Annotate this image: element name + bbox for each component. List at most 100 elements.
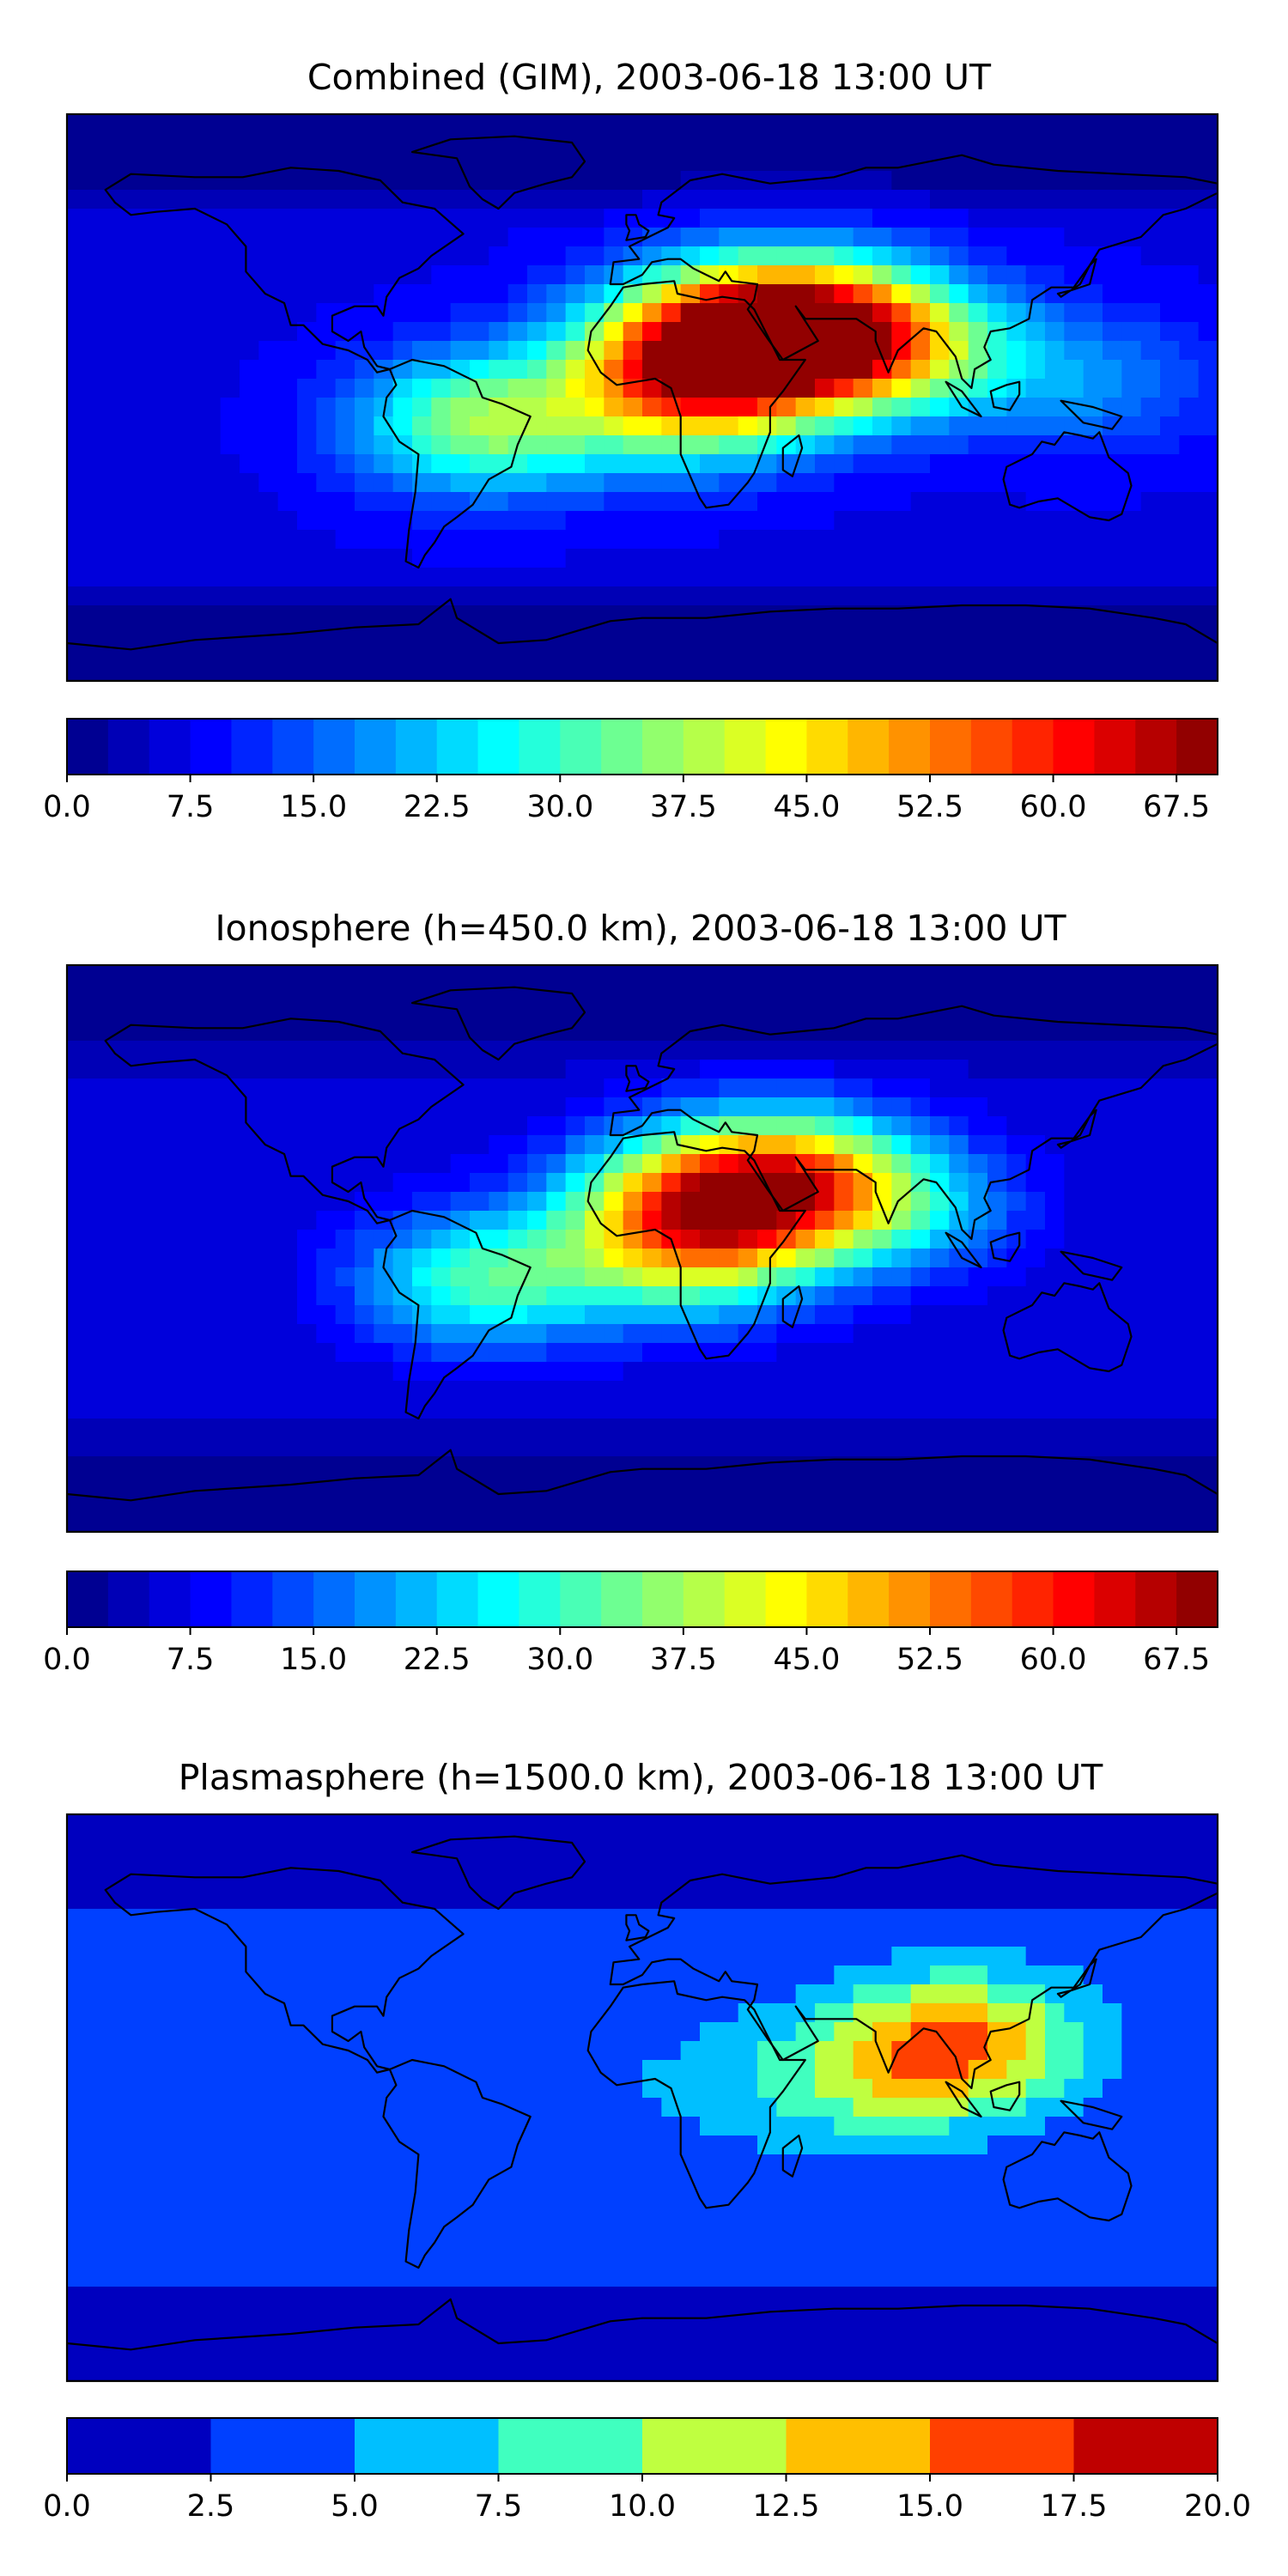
field-cell xyxy=(1160,322,1180,342)
field-cell xyxy=(162,1513,183,1532)
field-cell xyxy=(1160,1947,1180,1966)
field-cell xyxy=(335,2098,355,2117)
field-cell xyxy=(565,114,586,134)
field-cell xyxy=(661,1022,682,1042)
field-cell xyxy=(872,568,892,587)
field-cell xyxy=(507,492,528,512)
field-cell xyxy=(834,1173,854,1193)
field-cell xyxy=(661,1324,682,1344)
field-cell xyxy=(67,492,87,512)
colorbar-swatch xyxy=(724,719,767,775)
field-cell xyxy=(316,1154,337,1174)
field-cell xyxy=(1198,1305,1218,1325)
field-cell xyxy=(507,322,528,342)
field-cell xyxy=(392,492,413,512)
field-cell xyxy=(489,435,509,455)
field-cell xyxy=(182,1928,202,1947)
field-cell xyxy=(604,2060,624,2080)
field-cell xyxy=(1025,152,1046,172)
field-cell xyxy=(374,114,394,134)
field-cell xyxy=(987,1078,1007,1098)
field-cell xyxy=(220,190,240,210)
field-cell xyxy=(815,1928,835,1947)
field-cell xyxy=(834,303,854,323)
field-cell xyxy=(700,1909,720,1929)
field-cell xyxy=(297,1890,317,1910)
field-cell xyxy=(316,1833,337,1853)
field-cell xyxy=(795,2136,816,2155)
field-cell xyxy=(891,1419,912,1438)
field-cell xyxy=(1179,265,1200,285)
field-cell xyxy=(1083,1230,1103,1249)
field-cell xyxy=(1198,1249,1218,1268)
field-cell xyxy=(1006,643,1027,663)
field-cell xyxy=(930,1871,950,1891)
field-cell xyxy=(968,1833,988,1853)
field-cell xyxy=(125,1041,144,1060)
field-cell xyxy=(987,1022,1007,1042)
field-cell xyxy=(258,209,279,228)
field-cell xyxy=(776,2192,797,2212)
field-cell xyxy=(1179,1230,1200,1249)
field-cell xyxy=(757,586,777,606)
field-cell xyxy=(1198,1230,1218,1249)
field-cell xyxy=(143,662,164,681)
field-cell xyxy=(1045,1890,1065,1910)
field-cell xyxy=(623,2192,643,2212)
field-cell xyxy=(240,473,259,493)
field-cell xyxy=(1064,416,1084,436)
field-cell xyxy=(316,1965,337,1985)
field-cell xyxy=(67,2192,87,2212)
field-cell xyxy=(316,2098,337,2117)
field-cell xyxy=(201,1211,222,1230)
field-cell xyxy=(1160,2098,1180,2117)
field-cell xyxy=(642,2192,662,2212)
field-cell xyxy=(86,1362,106,1382)
field-cell xyxy=(1121,2022,1142,2042)
field-cell xyxy=(335,1230,355,1249)
field-cell xyxy=(1064,1947,1084,1966)
field-cell xyxy=(661,586,682,606)
field-cell xyxy=(374,1419,394,1438)
field-cell xyxy=(527,1814,547,1834)
field-cell xyxy=(891,190,912,210)
field-cell xyxy=(565,1305,586,1325)
field-cell xyxy=(1025,1211,1046,1230)
field-cell xyxy=(201,2003,222,2023)
field-cell xyxy=(527,284,547,304)
field-cell xyxy=(642,1286,662,1306)
field-cell xyxy=(1103,2079,1122,2099)
field-cell xyxy=(585,1192,605,1212)
field-cell xyxy=(258,1437,279,1457)
field-cell xyxy=(738,984,758,1004)
field-cell xyxy=(872,2192,892,2212)
field-cell xyxy=(565,662,586,681)
field-cell xyxy=(297,435,317,455)
field-cell xyxy=(105,1003,125,1023)
field-cell xyxy=(450,2117,471,2136)
field-cell xyxy=(86,549,106,568)
field-cell xyxy=(891,133,912,153)
field-cell xyxy=(1064,1230,1084,1249)
field-cell xyxy=(220,1230,240,1249)
field-cell xyxy=(661,435,682,455)
field-cell xyxy=(220,1324,240,1344)
field-cell xyxy=(795,1324,816,1344)
field-cell xyxy=(930,1965,950,1985)
field-cell xyxy=(1006,1022,1027,1042)
field-cell xyxy=(1083,1192,1103,1212)
field-cell xyxy=(182,2173,202,2193)
field-cell xyxy=(834,1249,854,1268)
field-cell xyxy=(1103,1833,1122,1853)
field-cell xyxy=(853,1060,873,1079)
field-cell xyxy=(105,549,125,568)
field-cell xyxy=(67,246,87,266)
field-cell xyxy=(489,1456,509,1476)
field-cell xyxy=(86,209,106,228)
field-cell xyxy=(431,1192,452,1212)
field-cell xyxy=(795,1814,816,1834)
field-cell xyxy=(891,303,912,323)
field-cell xyxy=(1160,530,1180,550)
field-cell xyxy=(220,1475,240,1495)
field-cell xyxy=(776,1324,797,1344)
